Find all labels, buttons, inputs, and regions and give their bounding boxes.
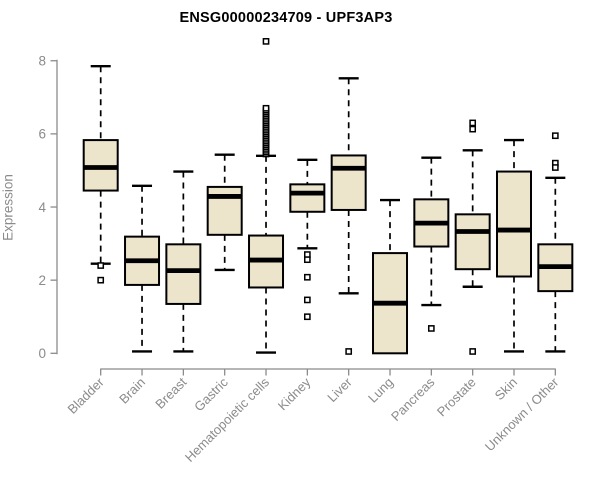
outlier-unknown-other — [551, 132, 559, 140]
x-tick-label-skin: Skin — [492, 375, 520, 403]
outlier-bladder — [97, 276, 105, 284]
outlier-hematopoietic-cells — [262, 104, 270, 112]
outlier-kidney — [304, 273, 311, 281]
box-prostate — [454, 213, 491, 271]
x-tick-label-gastric: Gastric — [191, 374, 231, 414]
x-tick-label-prostate: Prostate — [434, 375, 479, 420]
y-tick-label: 8 — [38, 54, 46, 69]
outlier-prostate — [469, 348, 477, 355]
outlier-kidney — [304, 256, 311, 264]
y-tick-label: 6 — [38, 127, 46, 142]
outlier-prostate — [469, 125, 477, 133]
outlier-prostate — [469, 119, 477, 127]
y-tick-label: 0 — [38, 346, 46, 361]
box-skin — [496, 170, 532, 278]
x-tick-label-pancreas: Pancreas — [388, 374, 438, 424]
box-breast — [165, 243, 202, 305]
box-liver — [330, 154, 367, 211]
outlier-kidney — [304, 296, 311, 304]
outlier-unknown-other — [551, 164, 559, 171]
outlier-kidney — [304, 313, 311, 321]
outlier-liver — [345, 348, 353, 355]
x-tick-label-kidney: Kidney — [275, 374, 314, 413]
outlier-pancreas — [427, 325, 435, 332]
x-tick-label-brain: Brain — [116, 375, 148, 407]
outlier-hematopoietic-cells — [262, 38, 270, 45]
x-tick-label-unknown-other: Unknown / Other — [482, 374, 562, 454]
y-tick-label: 4 — [38, 200, 46, 215]
outlier-bladder — [97, 262, 105, 269]
box-kidney — [289, 183, 326, 213]
x-tick-label-lung: Lung — [365, 375, 396, 406]
x-tick-label-breast: Breast — [152, 374, 189, 411]
y-tick-label: 2 — [38, 273, 46, 288]
x-tick-label-liver: Liver — [324, 374, 355, 405]
chart-title: ENSG00000234709 - UPF3AP3 — [179, 10, 393, 26]
x-tick-label-bladder: Bladder — [65, 374, 108, 417]
